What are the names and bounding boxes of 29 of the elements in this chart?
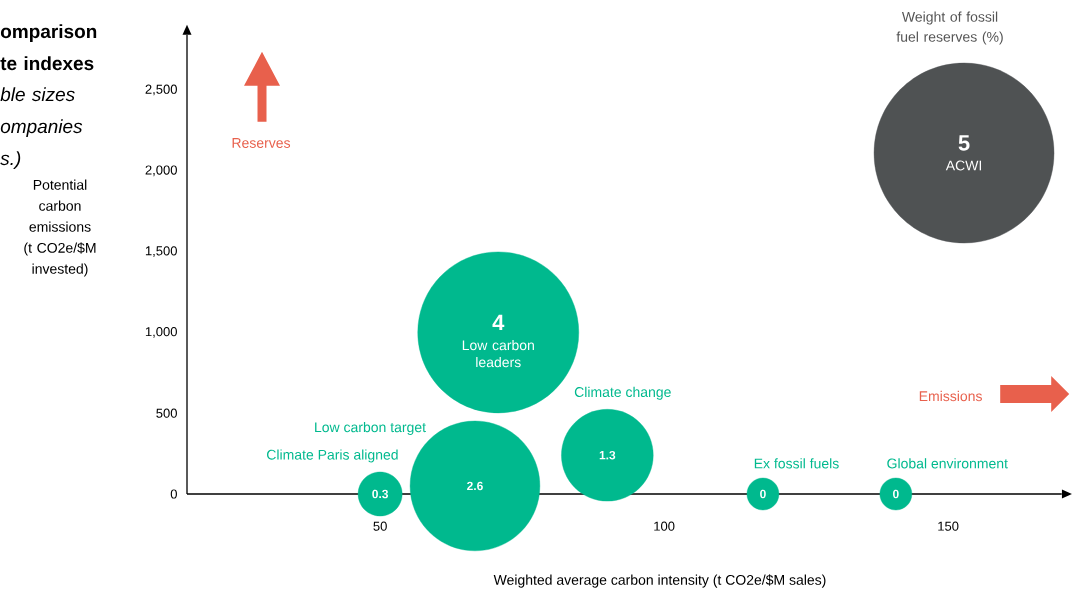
series-label: Ex fossil fuels <box>754 458 839 469</box>
y-tick-label: 500 <box>156 408 177 418</box>
series-label: Low carbon leaders <box>462 339 534 368</box>
y-tick-label: 1,000 <box>145 327 177 338</box>
y-tick-label: 2,500 <box>145 84 177 96</box>
y-axis-title: Potential carbon emissions (t CO2e/$M invested) <box>24 179 96 277</box>
annotation: Reserves <box>232 138 291 148</box>
data-label: 4 <box>492 314 505 330</box>
series-label: Global environment <box>887 458 1008 469</box>
data-label: 1.3 <box>599 450 616 460</box>
series-label: ACWI <box>945 160 982 171</box>
x-tick-label: 100 <box>654 521 675 531</box>
y-tick-label: 1,500 <box>145 246 177 257</box>
x-axis-title: Weighted average carbon intensity (t CO2e/$M sales) <box>493 574 826 588</box>
data-label: 0 <box>760 489 766 499</box>
series-label: Climate change <box>574 386 671 400</box>
series-label: Low carbon target <box>315 421 426 435</box>
series-label: Climate Paris aligned <box>267 449 398 463</box>
annotation: Weight of fossil fuel reserves (%) <box>896 11 1003 45</box>
data-label: 0 <box>893 489 899 499</box>
x-tick-label: 150 <box>938 521 959 531</box>
data-label: 5 <box>958 135 970 151</box>
annotation: Emissions <box>919 390 982 402</box>
data-label: 0.3 <box>372 489 389 499</box>
data-label: 2.6 <box>467 481 483 491</box>
x-tick-label: 50 <box>373 521 387 531</box>
text: ble sizes ompanies s.) <box>0 87 83 169</box>
y-tick-label: 0 <box>170 489 177 499</box>
y-tick-label: 2,000 <box>145 165 177 177</box>
